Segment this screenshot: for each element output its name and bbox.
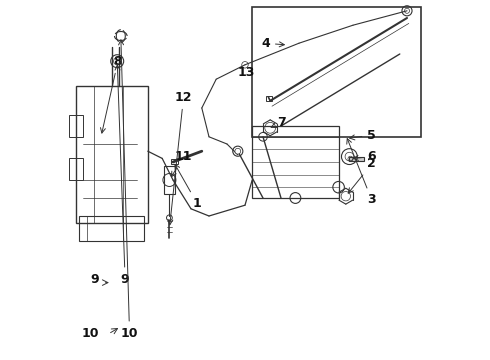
Bar bbox=[349, 157, 364, 161]
Text: 13: 13 bbox=[238, 66, 255, 78]
Text: 5: 5 bbox=[350, 129, 376, 141]
Bar bbox=[79, 216, 144, 241]
Text: 10: 10 bbox=[82, 327, 99, 339]
Bar bbox=[76, 86, 148, 223]
Bar bbox=[69, 115, 83, 137]
Bar bbox=[252, 126, 339, 198]
Bar bbox=[164, 166, 175, 194]
Bar bbox=[252, 7, 421, 137]
Text: 7: 7 bbox=[271, 116, 286, 129]
Bar bbox=[171, 159, 178, 164]
Text: 9: 9 bbox=[115, 65, 129, 285]
Text: 2: 2 bbox=[348, 157, 376, 193]
Text: 8: 8 bbox=[100, 55, 122, 133]
Bar bbox=[69, 158, 83, 180]
Text: 6: 6 bbox=[353, 150, 376, 163]
Text: 1: 1 bbox=[175, 164, 201, 210]
Text: 12: 12 bbox=[168, 91, 192, 225]
Text: 11: 11 bbox=[172, 150, 192, 177]
Circle shape bbox=[235, 148, 241, 154]
Text: 4: 4 bbox=[261, 37, 284, 50]
Bar bbox=[266, 96, 272, 101]
Text: 10: 10 bbox=[119, 40, 138, 339]
Text: 9: 9 bbox=[91, 273, 99, 285]
Text: 3: 3 bbox=[347, 139, 376, 206]
